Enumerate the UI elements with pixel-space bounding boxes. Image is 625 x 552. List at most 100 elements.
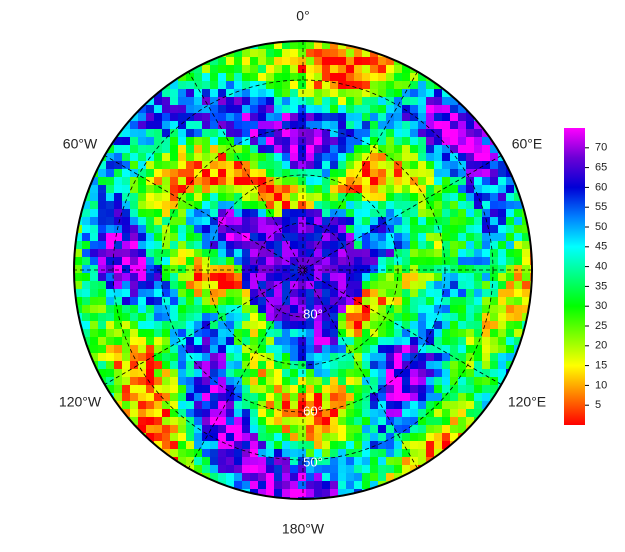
field-cell (138, 321, 147, 330)
field-cell (514, 297, 523, 306)
field-cell (218, 105, 227, 114)
field-cell (242, 409, 251, 418)
field-cell (466, 417, 475, 426)
field-cell (362, 409, 371, 418)
field-cell (458, 305, 467, 314)
field-cell (266, 105, 275, 114)
field-cell (426, 137, 435, 146)
field-cell (394, 361, 403, 370)
field-cell (402, 305, 411, 314)
field-cell (266, 257, 275, 266)
field-cell (370, 281, 379, 290)
field-cell (330, 153, 339, 162)
field-cell (362, 113, 371, 122)
field-cell (362, 329, 371, 338)
field-cell (274, 281, 283, 290)
field-cell (402, 217, 411, 226)
field-cell (450, 281, 459, 290)
field-cell (434, 217, 443, 226)
field-cell (426, 353, 435, 362)
field-cell (114, 209, 123, 218)
field-cell (130, 393, 139, 402)
field-cell (378, 321, 387, 330)
field-cell (298, 401, 307, 410)
field-cell (514, 329, 523, 338)
field-cell (338, 105, 347, 114)
field-cell (314, 321, 323, 330)
field-cell (258, 177, 267, 186)
field-cell (378, 473, 387, 482)
field-cell (418, 257, 427, 266)
field-cell (178, 457, 187, 466)
field-cell (378, 201, 387, 210)
field-cell (226, 153, 235, 162)
field-cell (162, 313, 171, 322)
field-cell (514, 249, 523, 258)
field-cell (466, 329, 475, 338)
field-cell (242, 281, 251, 290)
field-cell (282, 249, 291, 258)
field-cell (234, 57, 243, 66)
field-cell (194, 193, 203, 202)
field-cell (130, 377, 139, 386)
field-cell (218, 169, 227, 178)
field-cell (274, 441, 283, 450)
field-cell (426, 385, 435, 394)
field-cell (226, 321, 235, 330)
field-cell (210, 449, 219, 458)
field-cell (170, 177, 179, 186)
field-cell (98, 313, 107, 322)
field-cell (474, 233, 483, 242)
field-cell (282, 281, 291, 290)
field-cell (394, 441, 403, 450)
field-cell (194, 425, 203, 434)
field-cell (306, 161, 315, 170)
field-cell (226, 481, 235, 490)
field-cell (354, 137, 363, 146)
field-cell (202, 281, 211, 290)
field-cell (354, 81, 363, 90)
field-cell (386, 153, 395, 162)
field-cell (330, 49, 339, 58)
field-cell (354, 65, 363, 74)
field-cell (498, 193, 507, 202)
field-cell (202, 449, 211, 458)
field-cell (386, 417, 395, 426)
field-cell (90, 345, 99, 354)
field-cell (402, 281, 411, 290)
field-cell (370, 193, 379, 202)
field-cell (442, 329, 451, 338)
field-cell (394, 113, 403, 122)
field-cell (266, 233, 275, 242)
field-cell (362, 105, 371, 114)
field-cell (458, 145, 467, 154)
field-cell (434, 129, 443, 138)
field-cell (370, 209, 379, 218)
field-cell (274, 137, 283, 146)
field-cell (490, 361, 499, 370)
field-cell (306, 409, 315, 418)
field-cell (442, 297, 451, 306)
field-cell (362, 465, 371, 474)
field-cell (194, 297, 203, 306)
field-cell (186, 161, 195, 170)
field-cell (394, 449, 403, 458)
field-cell (162, 353, 171, 362)
field-cell (258, 353, 267, 362)
field-cell (122, 385, 131, 394)
field-cell (114, 313, 123, 322)
field-cell (186, 241, 195, 250)
field-cell (130, 177, 139, 186)
field-cell (386, 177, 395, 186)
field-cell (226, 201, 235, 210)
field-cell (130, 409, 139, 418)
field-cell (202, 361, 211, 370)
field-cell (210, 105, 219, 114)
field-cell (394, 281, 403, 290)
field-cell (354, 473, 363, 482)
field-cell (322, 233, 331, 242)
field-cell (178, 369, 187, 378)
field-cell (450, 217, 459, 226)
field-cell (330, 145, 339, 154)
field-cell (314, 225, 323, 234)
